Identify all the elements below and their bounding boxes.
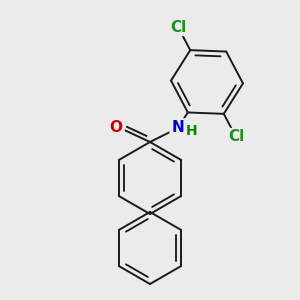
Text: N: N: [172, 121, 184, 136]
Text: Cl: Cl: [228, 129, 244, 144]
Text: O: O: [110, 121, 122, 136]
Text: H: H: [186, 124, 198, 138]
Text: Cl: Cl: [170, 20, 186, 34]
